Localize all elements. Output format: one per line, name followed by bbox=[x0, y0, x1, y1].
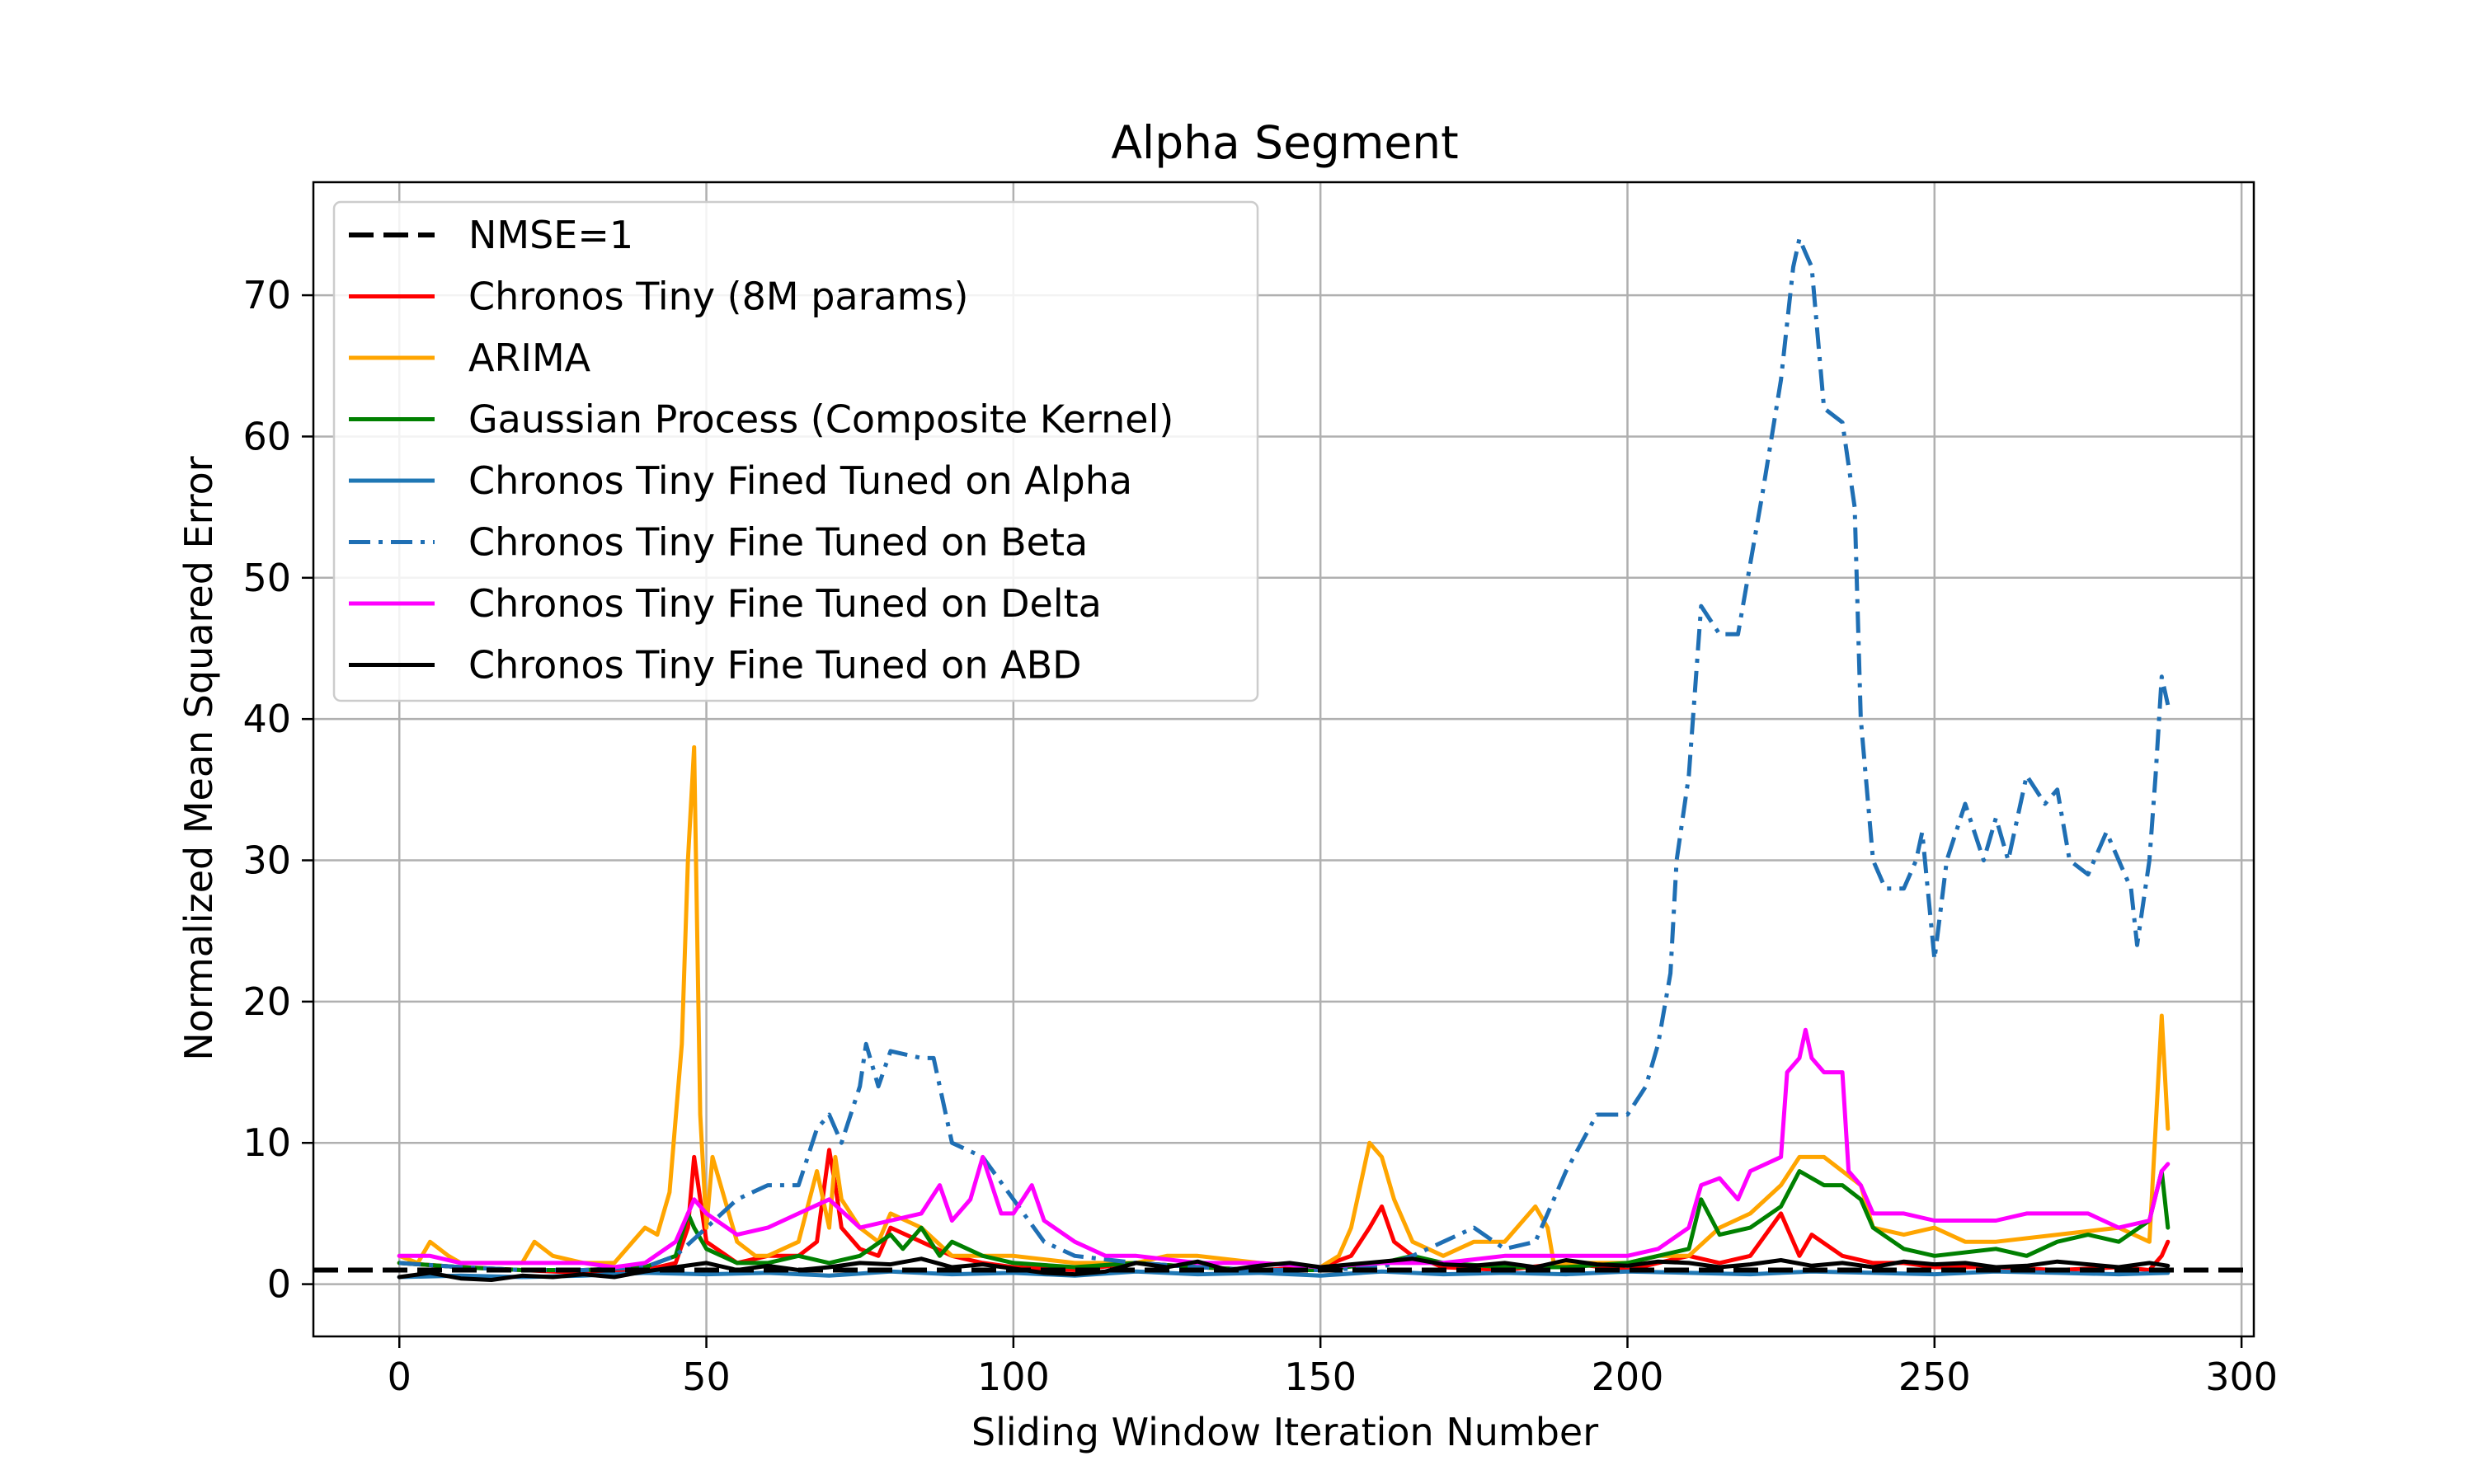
x-tick-label: 200 bbox=[1592, 1355, 1664, 1399]
legend-label: Gaussian Process (Composite Kernel) bbox=[468, 397, 1174, 442]
legend-label: Chronos Tiny Fined Tuned on Alpha bbox=[468, 458, 1132, 503]
chart-title: Alpha Segment bbox=[1111, 116, 1458, 169]
x-tick-label: 50 bbox=[682, 1355, 731, 1399]
x-tick-label: 300 bbox=[2205, 1355, 2278, 1399]
series-line-3 bbox=[397, 1269, 2171, 1280]
legend: NMSE=1 Chronos Tiny (8M params) ARIMA Gauss… bbox=[332, 200, 1259, 702]
y-axis-label: Normalized Mean Squared Error bbox=[176, 456, 221, 1060]
x-axis-label: Sliding Window Iteration Number bbox=[971, 1410, 1598, 1454]
legend-label: Chronos Tiny Fine Tuned on ABD bbox=[468, 643, 1082, 688]
series-line-6 bbox=[397, 1256, 2171, 1282]
legend-label: NMSE=1 bbox=[468, 213, 633, 257]
series-line-4 bbox=[399, 237, 2171, 1272]
legend-label: Chronos Tiny Fine Tuned on Beta bbox=[468, 520, 1088, 565]
x-tick-label: 0 bbox=[388, 1355, 412, 1399]
axis-ticks: 0 50 100 150 200 250 300 0 10 20 30 40 50 60 70 bbox=[242, 273, 2278, 1399]
legend-box bbox=[332, 200, 1259, 702]
legend-label: Chronos Tiny Fine Tuned on Delta bbox=[468, 581, 1102, 626]
legend-label: ARIMA bbox=[468, 336, 591, 380]
x-tick-label: 150 bbox=[1284, 1355, 1357, 1399]
y-tick-label: 50 bbox=[242, 556, 291, 600]
legend-label: Chronos Tiny (8M params) bbox=[468, 275, 968, 319]
series-line-1 bbox=[397, 744, 2171, 1270]
y-tick-label: 60 bbox=[242, 414, 291, 458]
x-tick-label: 250 bbox=[1898, 1355, 1971, 1399]
y-tick-label: 0 bbox=[267, 1262, 291, 1307]
y-tick-label: 40 bbox=[242, 697, 291, 741]
y-tick-label: 30 bbox=[242, 838, 291, 883]
plot-series bbox=[313, 237, 2254, 1282]
y-tick-label: 70 bbox=[242, 273, 291, 317]
y-tick-label: 20 bbox=[242, 979, 291, 1024]
plot-frame bbox=[312, 181, 2255, 1338]
y-tick-label: 10 bbox=[242, 1120, 291, 1165]
x-tick-label: 100 bbox=[977, 1355, 1050, 1399]
